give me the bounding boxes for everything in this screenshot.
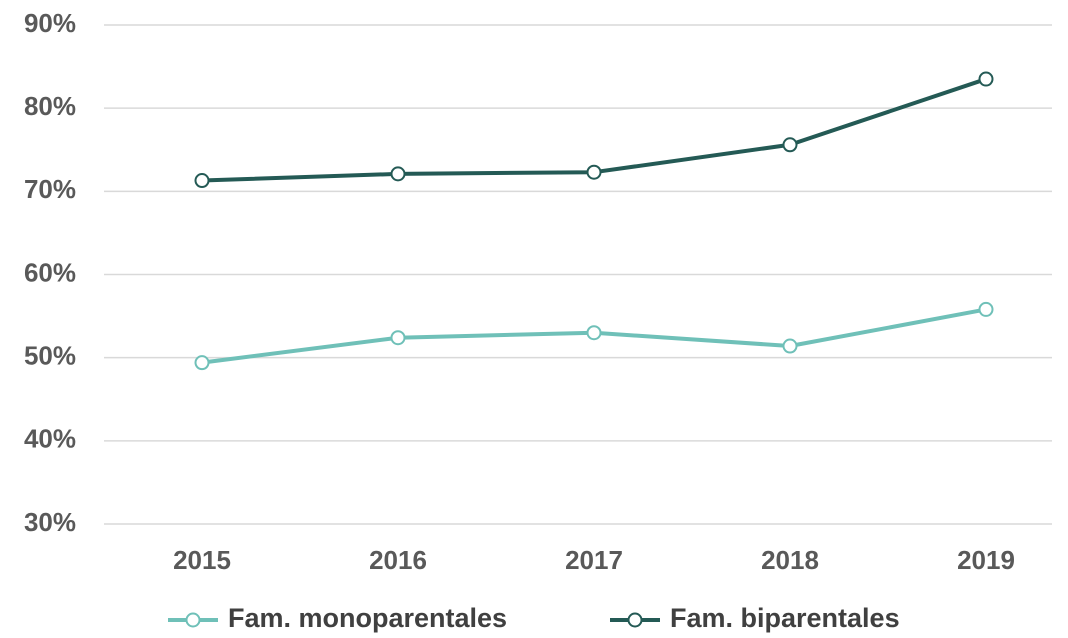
x-tick-label: 2016 [369, 545, 427, 575]
x-tick-label: 2018 [761, 545, 819, 575]
point-marker [194, 173, 210, 189]
y-tick-label: 60% [24, 257, 76, 287]
x-tick-label: 2017 [565, 545, 623, 575]
point-marker [782, 338, 798, 354]
y-tick-label: 50% [24, 341, 76, 371]
point-marker [978, 71, 994, 87]
point-marker [782, 137, 798, 153]
point-marker [390, 166, 406, 182]
y-tick-label: 70% [24, 174, 76, 204]
point-marker [390, 330, 406, 346]
point-marker [194, 355, 210, 371]
x-tick-label: 2015 [173, 545, 231, 575]
legend-label: Fam. biparentales [670, 603, 900, 633]
y-tick-label: 30% [24, 507, 76, 537]
legend-marker [185, 612, 201, 628]
point-marker [586, 164, 602, 180]
legend-label: Fam. monoparentales [228, 603, 507, 633]
legend-marker [627, 612, 643, 628]
point-marker [978, 301, 994, 317]
y-tick-label: 80% [24, 91, 76, 121]
x-tick-label: 2019 [957, 545, 1015, 575]
point-marker [586, 325, 602, 341]
y-tick-label: 40% [24, 424, 76, 454]
y-tick-label: 90% [24, 8, 76, 38]
